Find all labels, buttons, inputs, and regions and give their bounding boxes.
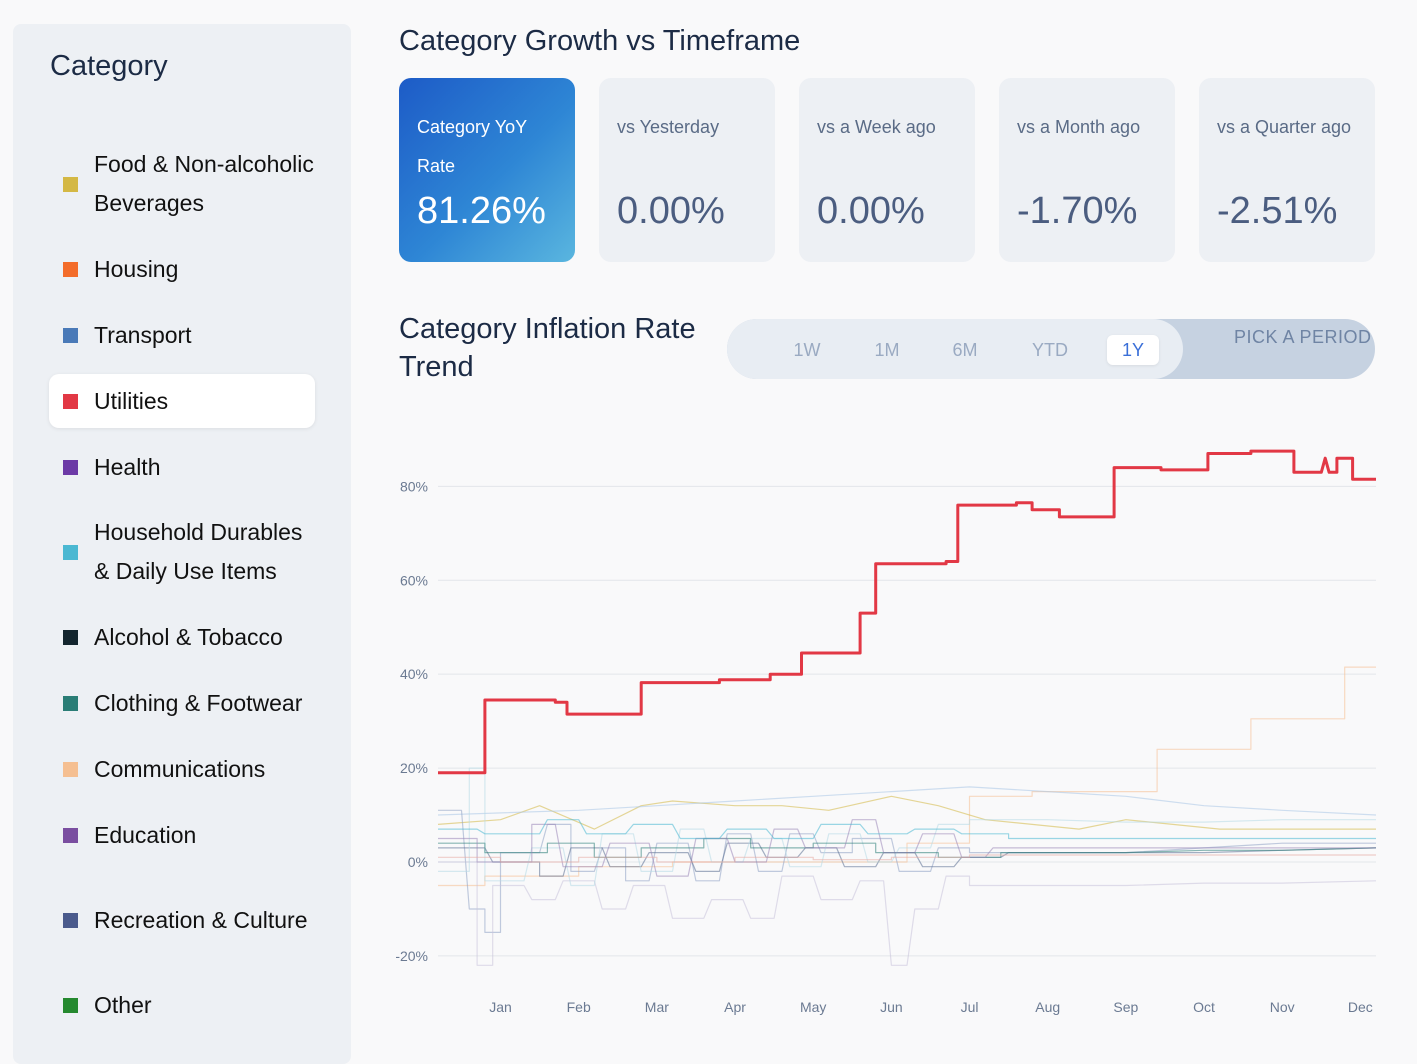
category-sidebar: Category Food & Non-alcoholic Beverages H… [13,24,351,1064]
category-item-education[interactable]: Education [49,808,315,862]
growth-card-3: vs a Month ago -1.70% [999,78,1175,262]
y-tick-label: 40% [400,666,428,682]
category-label: Housing [94,255,179,282]
category-item-housing[interactable]: Housing [49,242,315,296]
pick-period-button[interactable]: PICK A PERIOD [1234,327,1372,347]
y-tick-label: 0% [408,854,428,870]
period-presets: 1W 1M 6M YTD 1Y [727,319,1183,379]
category-item-recreation-culture[interactable]: Recreation & Culture [49,874,315,966]
x-tick-label: Sep [1113,999,1138,1015]
category-item-household-durables-daily-use-items[interactable]: Household Durables & Daily Use Items [49,506,315,598]
series-line-other-10 [438,819,1376,840]
category-label: Health [94,453,161,480]
card-value: -1.70% [1017,190,1138,232]
card-label: vs a Week ago [817,117,936,137]
category-color-swatch [63,912,78,928]
period-button-1w[interactable]: 1W [793,340,821,360]
category-label: Utilities [94,387,169,414]
x-tick-label: Dec [1348,999,1373,1015]
category-color-swatch [63,327,78,343]
growth-card-1: vs Yesterday 0.00% [599,78,775,262]
category-label: Recreation & Culture [94,906,308,933]
x-tick-label: Aug [1035,999,1060,1015]
category-item-alcohol-tobacco[interactable]: Alcohol & Tobacco [49,610,315,664]
category-label: Food & Non-alcoholic Beverages [94,151,314,216]
card-value: 0.00% [817,190,925,232]
card-value: 81.26% [417,190,546,232]
period-selector: 1W 1M 6M YTD 1Y PICK A PERIOD [727,319,1375,379]
category-label: Transport [94,321,192,348]
series-line-other-8 [438,819,1376,877]
growth-card-4: vs a Quarter ago -2.51% [1199,78,1375,262]
x-tick-label: Feb [567,999,591,1015]
category-label: Alcohol & Tobacco [94,623,283,650]
category-color-swatch [63,695,78,711]
x-tick-label: May [800,999,826,1015]
inflation-trend-chart: 80% 60% 40% 20% 0% -20% Jan Feb Mar Apr May Jun Jul A… [395,449,1377,1015]
series-line-other-5 [438,861,1377,966]
period-button-6m[interactable]: 6M [952,340,978,360]
x-tick-label: Jan [489,999,512,1015]
x-tick-label: Oct [1193,999,1215,1015]
y-tick-label: 60% [400,572,428,588]
series-line-other-2 [437,786,1377,816]
category-item-other[interactable]: Other [49,978,315,1032]
category-color-swatch [63,544,78,560]
series-line-other-9 [438,854,1376,863]
y-tick-label: 80% [400,478,428,494]
x-tick-label: Nov [1270,999,1295,1015]
series-line-other-6 [438,767,1376,887]
series-line-other-1 [437,795,1376,830]
category-list: Food & Non-alcoholic Beverages Housing Tra… [49,138,315,1044]
card-label: vs a Month ago [1017,117,1141,137]
category-label: Household Durables & Daily Use Items [94,519,303,584]
sidebar-title: Category [50,50,168,82]
category-item-transport[interactable]: Transport [49,308,315,362]
card-value: -2.51% [1217,190,1338,232]
category-color-swatch [63,393,78,409]
category-item-food-non-alcoholic-beverages[interactable]: Food & Non-alcoholic Beverages [49,138,315,230]
x-tick-label: Apr [724,999,746,1015]
y-tick-label: 20% [400,760,428,776]
series-line-utilities [438,449,1376,775]
category-color-swatch [63,459,78,475]
growth-card-0: Category YoY Rate 81.26% [399,78,575,262]
category-label: Communications [94,755,266,782]
category-item-utilities[interactable]: Utilities [49,374,315,428]
category-color-swatch [63,176,78,192]
card-label: vs Yesterday [617,117,720,137]
series-line-other-7 [438,837,1377,858]
x-tick-label: Jun [880,999,903,1015]
card-label: vs a Quarter ago [1217,117,1352,137]
category-item-health[interactable]: Health [49,440,315,494]
category-color-swatch [63,629,78,645]
category-color-swatch [63,761,78,777]
card-value: 0.00% [617,190,725,232]
category-label: Education [94,821,197,848]
category-item-clothing-footwear[interactable]: Clothing & Footwear [49,676,315,730]
card-label: Category YoY Rate [417,117,527,176]
category-label: Clothing & Footwear [94,689,303,716]
growth-card-2: vs a Week ago 0.00% [799,78,975,262]
category-color-swatch [63,827,78,843]
period-button-1m[interactable]: 1M [874,340,900,360]
category-color-swatch [63,261,78,277]
page-title: Category Growth vs Timeframe [399,25,801,57]
x-tick-label: Mar [645,999,669,1015]
category-label: Other [94,991,152,1018]
x-tick-label: Jul [961,999,979,1015]
period-button-ytd[interactable]: YTD [1032,340,1068,360]
category-item-communications[interactable]: Communications [49,742,315,796]
y-tick-label: -20% [395,948,428,964]
period-button-1y[interactable]: 1Y [1107,335,1159,365]
trend-title: Category Inflation Rate Trend [399,313,696,383]
series-line-other-0 [438,666,1376,887]
category-color-swatch [63,997,78,1013]
